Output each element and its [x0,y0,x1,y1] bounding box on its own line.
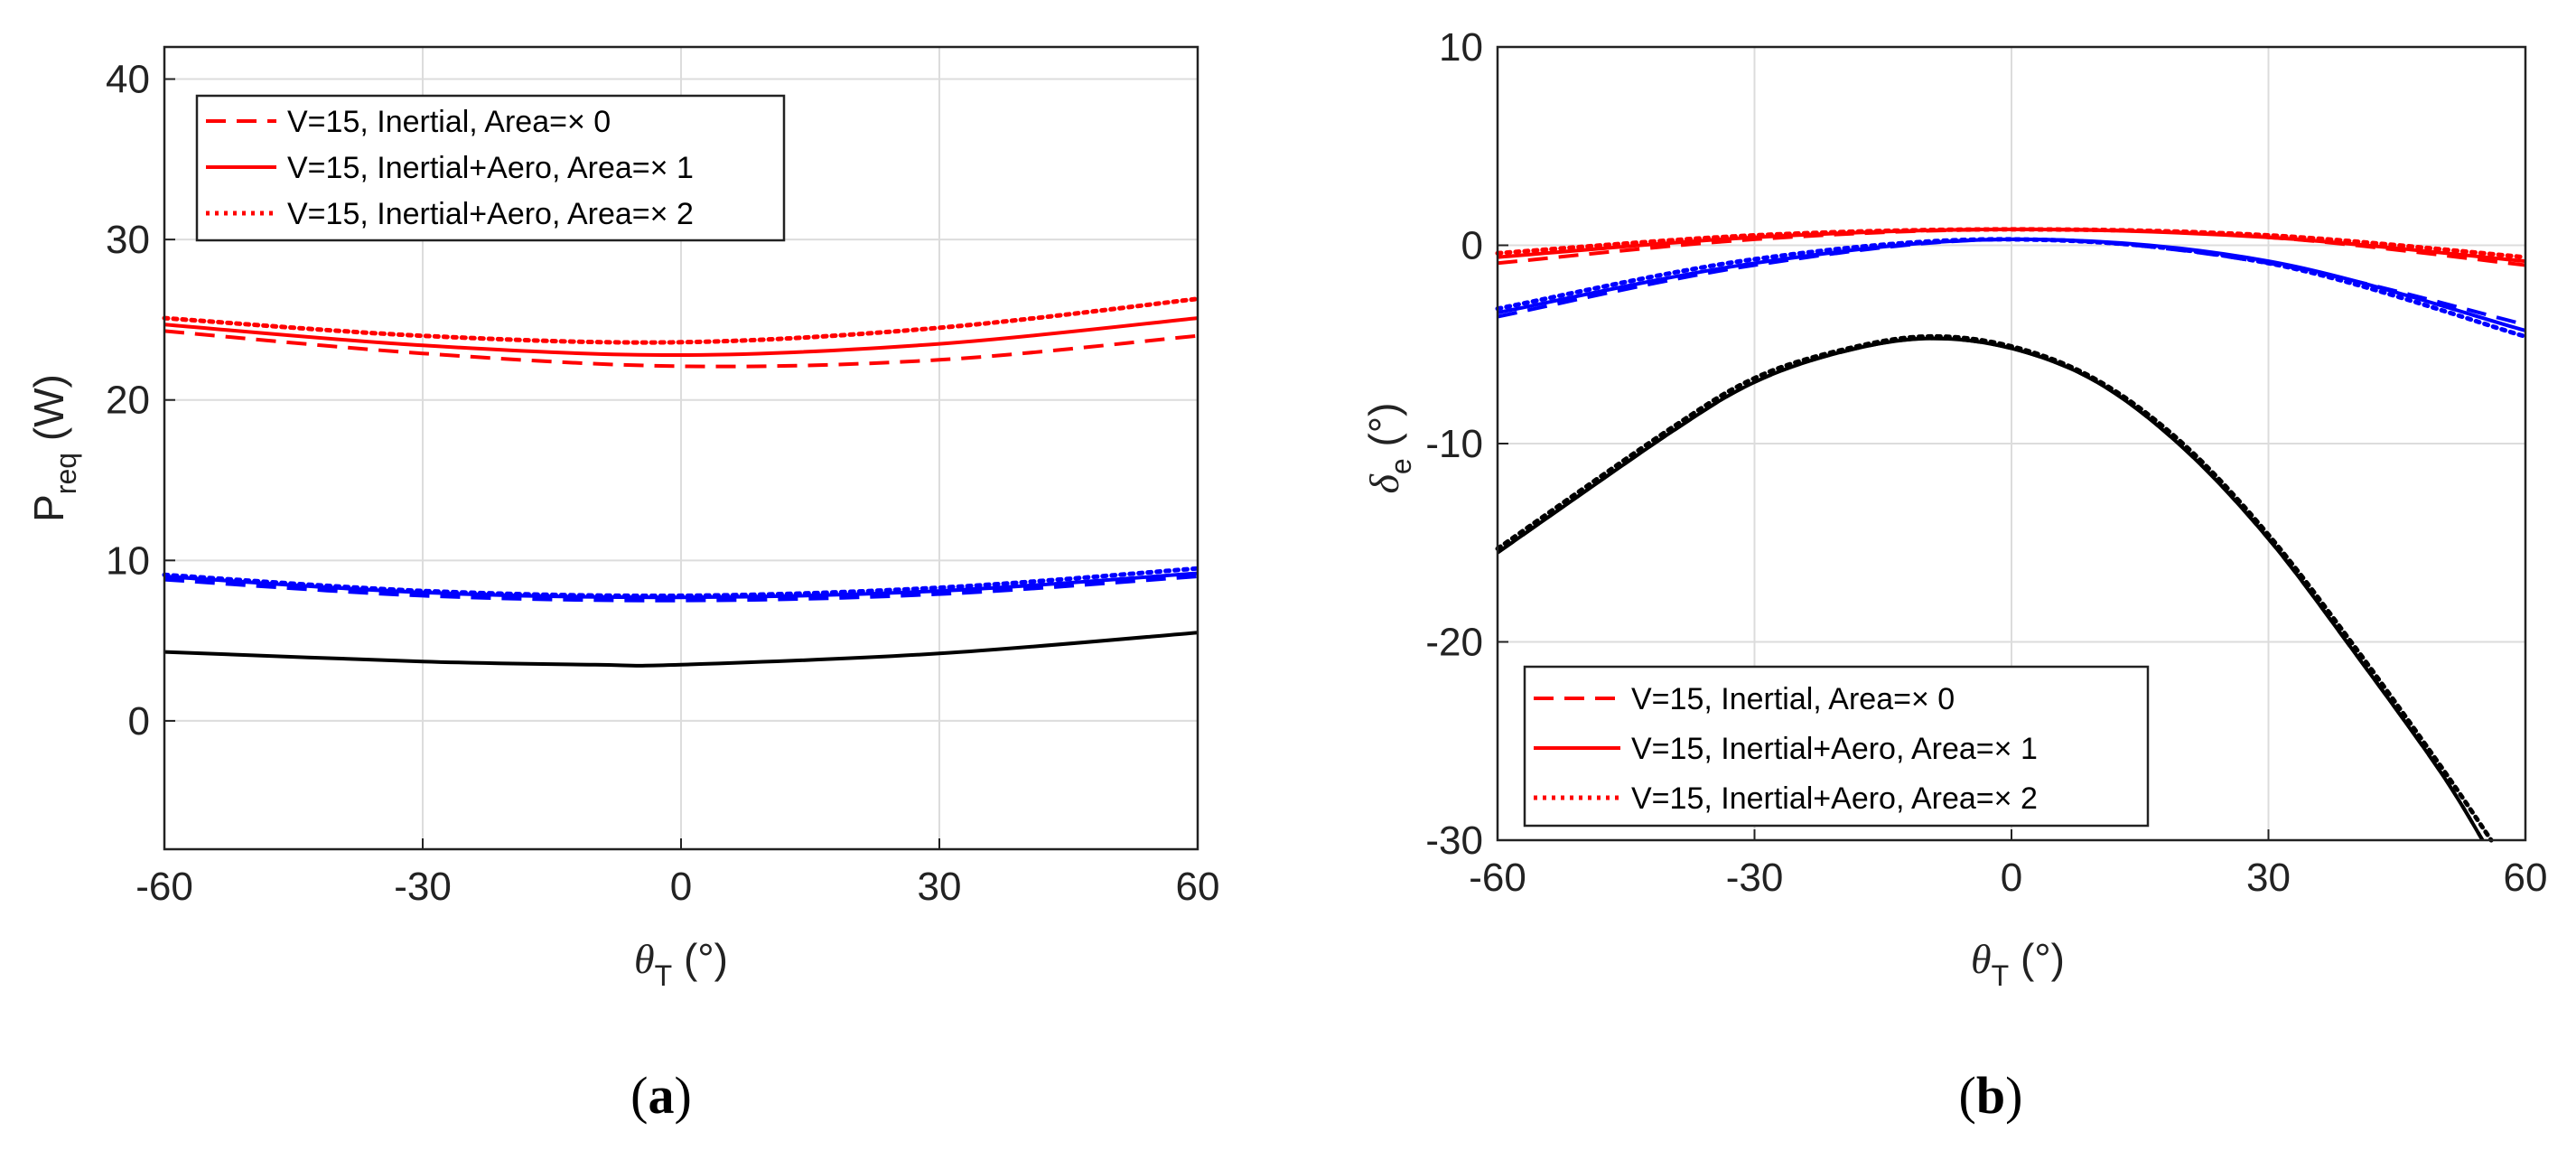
panel-b-x-tick-labels: -60 -30 0 30 60 [1469,856,2547,900]
panel-b-x-tick-label: -60 [1469,856,1526,900]
panel-a-series-red-solid [163,316,1199,358]
panel-b-legend-entry-1: V=15, Inertial, Area=× 0 [1631,682,1955,716]
panel-a-series-red-dotted [162,296,1200,345]
panel-a-plot-frame [163,45,1199,851]
panel-b-series [1495,227,2528,843]
panel-b-x-tick-label: -30 [1726,856,1784,900]
panel-b-legend: V=15, Inertial, Area=× 0 V=15, Inertial+… [1523,665,2150,828]
panel-a-legend-box [195,94,786,242]
panel-a-legend-entry-2: V=15, Inertial+Aero, Area=× 1 [287,151,694,185]
panel-b-y-tick-label: -10 [1425,422,1483,466]
panel-a-y-axis-label: Preq (W) [25,374,82,522]
panel-b-series-red-dotted [1495,227,2528,260]
panel-a-series-black-solid [163,631,1199,668]
panel-b-y-tick-label: -20 [1425,621,1483,665]
panel-b-legend-entry-2: V=15, Inertial+Aero, Area=× 1 [1631,732,2038,766]
panel-a-y-tick-label: 10 [106,538,150,583]
panel-b-y-tick-label: 10 [1439,25,1483,70]
panel-b-series-blue-dotted [1495,237,2528,339]
panel-a-series-red-dashed [163,329,1199,369]
panel-a-legend-entry-3: V=15, Inertial+Aero, Area=× 2 [287,197,694,231]
panel-b-caption: (b) [1959,1066,2023,1125]
panel-a-legend-entry-1: V=15, Inertial, Area=× 0 [287,105,611,139]
panel-b-series-black-dotted [1495,333,2494,843]
panel-a-y-tick-label: 0 [128,699,150,744]
panel-a-legend-lines [206,119,276,216]
panel-b-y-tick-label: 0 [1461,224,1483,268]
panel-b-y-tick-label: -30 [1425,819,1483,863]
panel-b-legend-lines [1534,697,1620,800]
panel-b-x-tick-label: 60 [2504,856,2548,900]
panel-b-x-tick-label: 0 [2001,856,2022,900]
panel-a-x-tick-label: 60 [1176,865,1220,909]
panel-a-x-tick-label: -60 [135,865,193,909]
panel-a-series [162,296,1200,668]
panel-a: -60 -30 0 30 60 0 10 20 30 40 V=15, Inertial, Ar… [25,45,1219,1125]
panel-a-x-tick-label: -30 [394,865,452,909]
panel-a-y-tick-label: 30 [106,218,150,262]
panel-b-legend-box [1523,665,2150,828]
panel-a-y-tick-labels: 0 10 20 30 40 [106,58,150,744]
panel-b-legend-entry-3: V=15, Inertial+Aero, Area=× 2 [1631,781,2038,816]
panel-a-series-blue-dashed [163,575,1199,603]
panel-a-legend: V=15, Inertial, Area=× 0 V=15, Inertial+… [195,94,786,242]
panel-a-y-tick-label: 20 [106,379,150,423]
panel-a-x-tick-label: 30 [918,865,962,909]
panel-b-y-axis-label: δe (°) [1360,403,1417,494]
panel-b-x-tick-label: 30 [2246,856,2291,900]
panel-a-caption: (a) [630,1066,692,1125]
panel-a-x-tick-label: 0 [670,865,692,909]
panel-b-y-tick-labels: -30 -20 -10 0 10 [1425,25,1483,863]
panel-a-y-tick-label: 40 [106,58,150,102]
panel-a-x-tick-labels: -60 -30 0 30 60 [135,865,1219,909]
panel-b-x-axis-label: θT (°) [1971,935,2065,992]
panel-a-series-blue-dotted [162,566,1200,599]
panel-b-plot-frame [1496,45,2527,842]
panel-a-x-axis-label: θT (°) [634,935,728,992]
